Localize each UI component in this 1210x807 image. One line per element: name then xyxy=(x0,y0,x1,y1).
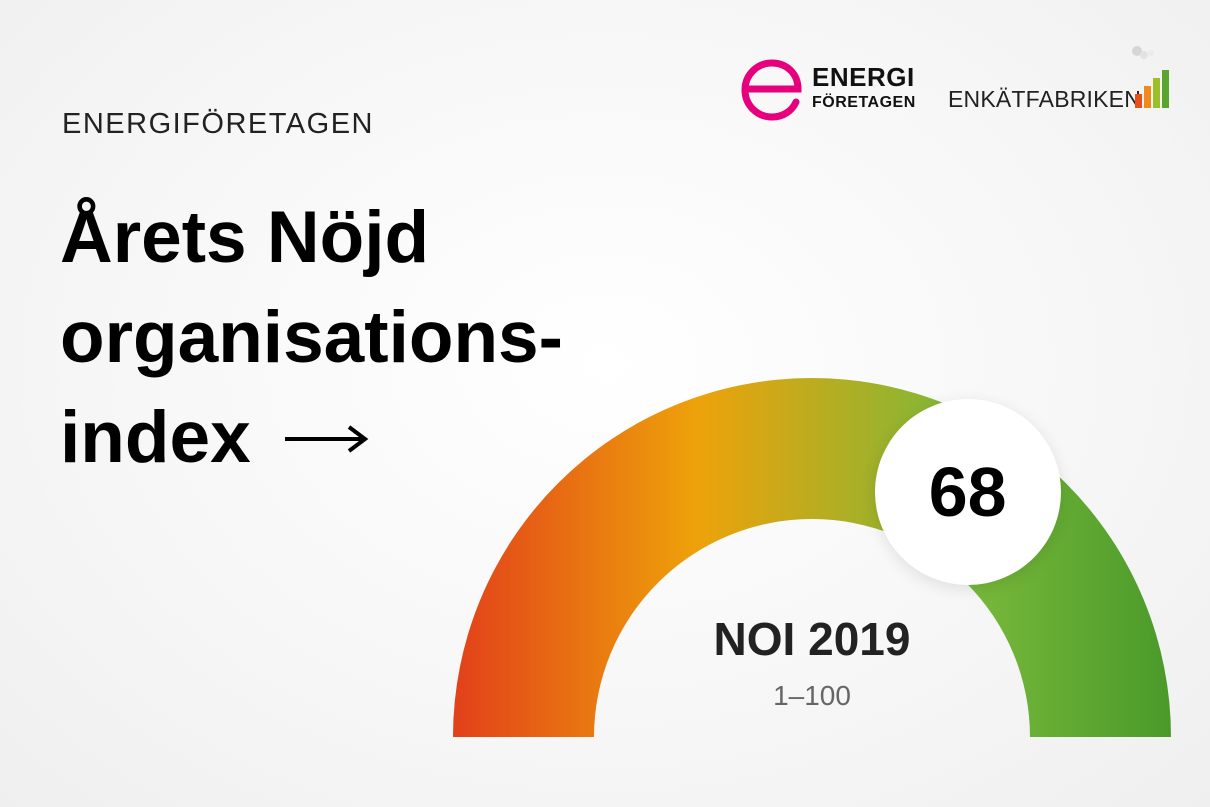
energiforetagen-logo: ENERGI FÖRETAGEN xyxy=(740,58,920,122)
enkatfabriken-logo: ENKÄTFABRIKEN xyxy=(948,44,1174,114)
score-value: 68 xyxy=(928,452,1007,531)
energi-e-icon xyxy=(741,59,802,121)
energi-logo-word-1: ENERGI xyxy=(812,62,915,92)
arrow-right-icon xyxy=(284,425,369,453)
headline-line-3: index xyxy=(60,388,563,488)
score-bubble: 68 xyxy=(874,398,1061,585)
energi-logo-word-2: FÖRETAGEN xyxy=(812,94,916,111)
headline: Årets Nöjd organisations- index xyxy=(60,188,563,488)
headline-line-3-text: index xyxy=(60,397,251,478)
kicker-label: ENERGIFÖRETAGEN xyxy=(62,108,374,140)
enkat-logo-word: ENKÄTFABRIKEN xyxy=(948,86,1142,112)
gauge-range: 1–100 xyxy=(773,680,851,711)
gauge-title: NOI 2019 xyxy=(713,613,911,665)
headline-line-2: organisations- xyxy=(60,297,563,378)
headline-line-1: Årets Nöjd xyxy=(60,197,430,278)
bar-chart-icon xyxy=(1132,46,1169,108)
